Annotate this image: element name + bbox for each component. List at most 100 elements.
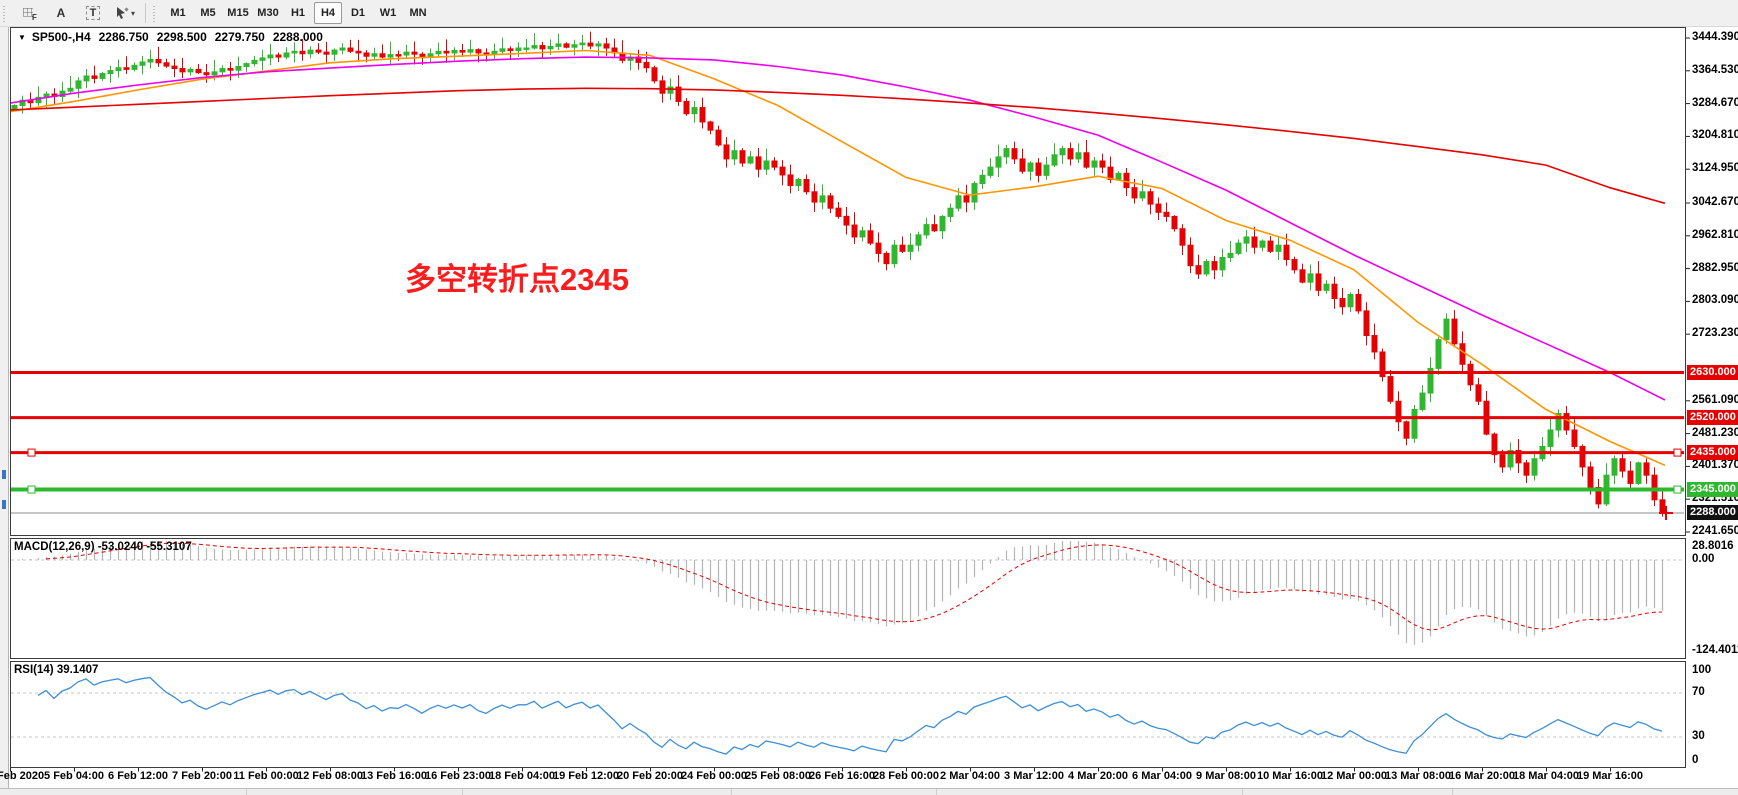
price-tick-label: 2803.090 xyxy=(1692,294,1738,307)
time-tick-label: 6 Feb 12:00 xyxy=(108,770,168,782)
bottom-strip-divider xyxy=(1242,789,1243,795)
time-tick-label: 18 Feb 04:00 xyxy=(488,770,556,782)
bottom-strip-divider xyxy=(462,789,463,795)
macd-indicator-label: MACD(12,26,9) -53.0240 -55.3107 xyxy=(14,541,192,553)
time-tick-label: 26 Feb 16:00 xyxy=(808,770,876,782)
shapes-arrow-icon xyxy=(116,7,129,19)
timeframe-mn[interactable]: MN xyxy=(409,7,427,19)
rsi-indicator-label: RSI(14) 39.1407 xyxy=(14,664,99,676)
time-tick-label: 4 Mar 20:00 xyxy=(1068,770,1128,782)
ohlc-high: 2298.500 xyxy=(156,30,207,44)
timeframe-m5[interactable]: M5 xyxy=(200,7,216,19)
timeframe-d1[interactable]: D1 xyxy=(350,7,366,19)
ohlc-low: 2279.750 xyxy=(214,30,265,44)
grid-glyph xyxy=(23,7,33,17)
chart-annotation-text[interactable]: 多空转折点2345 xyxy=(405,262,629,297)
timeframe-w1[interactable]: W1 xyxy=(379,7,397,19)
macd-signal-line xyxy=(45,542,1663,631)
time-tick-label: 10 Mar 16:00 xyxy=(1256,770,1324,782)
text-box-tool-button[interactable]: T xyxy=(77,2,109,24)
price-tick-label: 3444.390 xyxy=(1692,31,1738,43)
bottom-strip-divider xyxy=(246,789,247,795)
text-box-icon: T xyxy=(85,6,101,20)
timeframe-h1[interactable]: H1 xyxy=(290,7,306,19)
price-badge-2435.000: 2435.000 xyxy=(1687,445,1738,461)
ma-fast-orange xyxy=(11,49,1666,467)
rsi-axis-label: 0 xyxy=(1692,754,1699,766)
time-tick-label: 12 Mar 00:00 xyxy=(1320,770,1388,782)
bottom-status-strip xyxy=(0,788,1738,795)
bottom-strip-divider xyxy=(1452,789,1453,795)
bottom-strip-divider xyxy=(936,789,937,795)
rsi-axis-label: 70 xyxy=(1692,686,1705,698)
price-tick-label: 2241.650 xyxy=(1692,525,1738,537)
timeframe-m30[interactable]: M30 xyxy=(257,7,279,19)
toolbar: F A T ▾ M1 M5 M15 M30 H1 H4 D1 W1 MN xyxy=(0,0,1738,27)
price-tick-label: 2561.090 xyxy=(1692,393,1738,406)
price-tick-label: 3204.810 xyxy=(1692,129,1738,142)
timeframe-group-handle[interactable] xyxy=(153,4,161,22)
time-tick-label: 19 Feb 12:00 xyxy=(552,770,620,782)
price-tick-label: 2723.230 xyxy=(1692,327,1738,340)
timeframe-m15[interactable]: M15 xyxy=(227,7,249,19)
time-tick-label: 5 Feb 04:00 xyxy=(44,770,104,782)
dock-marker xyxy=(2,500,6,509)
rsi-line xyxy=(37,676,1663,755)
time-tick-label: 28 Feb 00:00 xyxy=(872,770,940,782)
price-tick-label: 3284.670 xyxy=(1692,96,1738,109)
dock-marker xyxy=(2,470,6,479)
price-badge-2288.000: 2288.000 xyxy=(1687,505,1738,521)
ma-mid-magenta xyxy=(11,56,1666,401)
text-label-tool-button[interactable]: A xyxy=(45,2,77,24)
time-tick-label: 16 Mar 20:00 xyxy=(1448,770,1516,782)
hline-handle-right[interactable] xyxy=(1673,448,1682,457)
crosshair-grid-icon[interactable]: F xyxy=(13,2,45,24)
rsi-axis-label: 30 xyxy=(1692,730,1705,742)
macd-panel[interactable] xyxy=(10,538,1686,659)
main-panel[interactable] xyxy=(10,27,1686,536)
toolbar-drag-handle[interactable] xyxy=(3,4,11,22)
price-tick-label: 2882.950 xyxy=(1692,261,1738,274)
price-tick-label: 3364.530 xyxy=(1692,63,1738,76)
price-tick-label: 2481.230 xyxy=(1692,426,1738,439)
time-tick-label: 25 Feb 08:00 xyxy=(744,770,812,782)
rsi-plot xyxy=(11,676,1684,755)
time-tick-label: 3 Mar 12:00 xyxy=(1004,770,1064,782)
price-badge-2345.000: 2345.000 xyxy=(1687,482,1738,498)
symbol-title: SP500-,H4 xyxy=(31,30,91,44)
macd-histogram xyxy=(11,541,1684,645)
time-tick-label: 24 Feb 00:00 xyxy=(680,770,748,782)
rsi-panel[interactable] xyxy=(10,661,1686,768)
toolbar-separator xyxy=(145,3,146,23)
time-tick-label: 2 Mar 04:00 xyxy=(940,770,1000,782)
timeframe-bar: M1 M5 M15 M30 H1 H4 D1 W1 MN xyxy=(163,2,433,24)
time-tick-label: 3 Feb 2020 xyxy=(0,770,45,782)
macd-axis-label: 28.8016 xyxy=(1692,540,1734,552)
time-tick-label: 19 Mar 16:00 xyxy=(1576,770,1644,782)
rsi-axis-label: 100 xyxy=(1692,664,1712,676)
time-tick-label: 6 Mar 04:00 xyxy=(1132,770,1192,782)
left-dock-strip xyxy=(0,26,9,794)
timeframe-h4[interactable]: H4 xyxy=(314,2,342,24)
price-badge-2520.000: 2520.000 xyxy=(1687,410,1738,426)
hline-handle-right[interactable] xyxy=(1673,485,1682,494)
price-tick-label: 2401.370 xyxy=(1692,459,1738,472)
chevron-down-icon: ▾ xyxy=(130,8,135,18)
time-tick-label: 7 Feb 20:00 xyxy=(172,770,232,782)
hline-handle-left[interactable] xyxy=(27,448,36,457)
symbol-ohlc-header: ▼ SP500-,H4 2286.750 2298.500 2279.750 2288.0… xyxy=(18,30,323,44)
ohlc-open: 2286.750 xyxy=(98,30,149,44)
hline-handle-left[interactable] xyxy=(27,485,36,494)
letter-a-icon: A xyxy=(56,6,66,20)
drawing-tools-button[interactable]: ▾ xyxy=(109,2,141,24)
timeframe-m1[interactable]: M1 xyxy=(170,7,186,19)
price-tick-label: 2962.810 xyxy=(1692,228,1738,241)
time-tick-label: 20 Feb 20:00 xyxy=(616,770,684,782)
time-tick-label: 18 Mar 04:00 xyxy=(1512,770,1580,782)
time-tick-label: 13 Feb 16:00 xyxy=(360,770,428,782)
time-tick-label: 9 Mar 08:00 xyxy=(1196,770,1256,782)
collapse-triangle-icon[interactable]: ▼ xyxy=(18,33,26,42)
bottom-strip-divider xyxy=(731,789,732,795)
